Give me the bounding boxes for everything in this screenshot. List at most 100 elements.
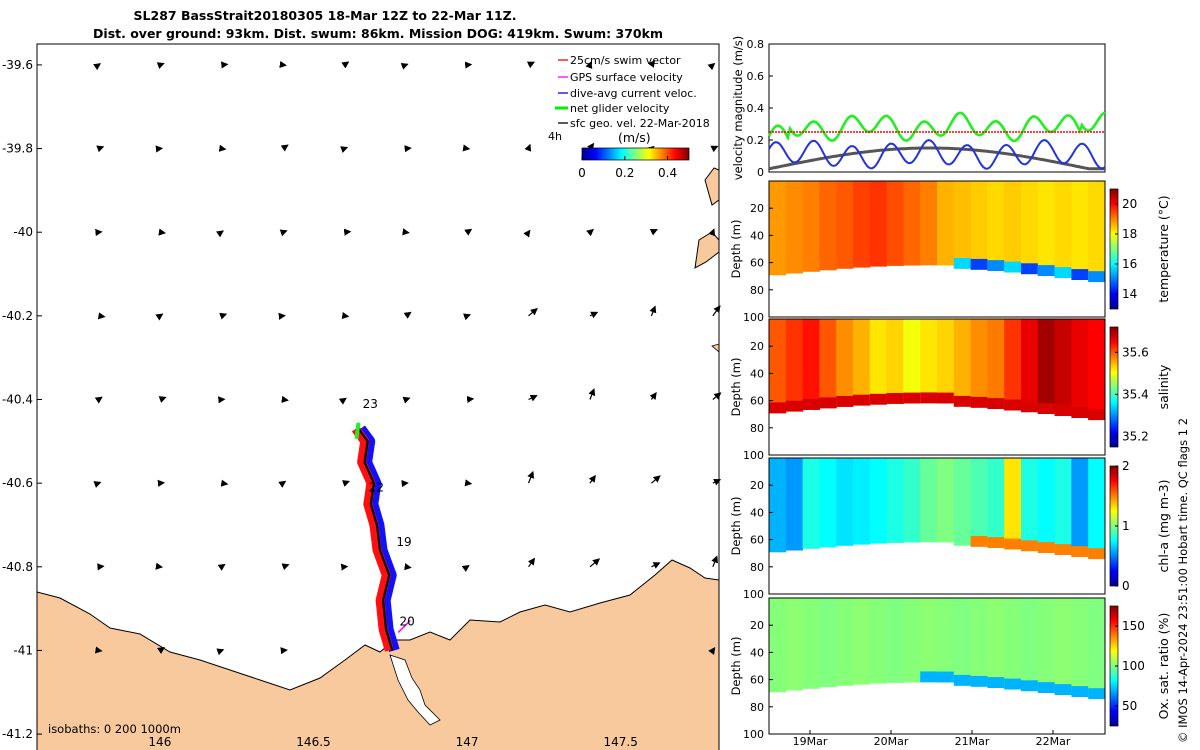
section-bottom-cell — [937, 392, 955, 404]
current-vector-arrow — [157, 646, 165, 654]
section-cell — [987, 458, 1005, 548]
time-tick-label: 20Mar — [874, 735, 909, 748]
velocity-y-tick-label: 0.6 — [747, 70, 765, 83]
section-cell — [785, 319, 804, 412]
current-vector-arrow — [403, 311, 412, 319]
current-vector-arrow — [400, 62, 409, 70]
section-cell — [853, 319, 871, 406]
section-cell — [1004, 598, 1022, 690]
current-vector-arrow — [708, 647, 716, 655]
current-vector-arrow — [404, 563, 412, 571]
current-vector-arrow — [710, 145, 719, 153]
section-bottom-cell — [1004, 538, 1022, 550]
current-vector-arrow — [215, 230, 224, 238]
section-cell — [1071, 458, 1089, 557]
section-bottom-cell — [1054, 267, 1072, 278]
current-vector-arrow — [585, 60, 593, 70]
section-cell — [1004, 458, 1022, 550]
map-panel: SL287 BassStrait20180305 18-Mar 12Z to 2… — [2, 8, 722, 750]
section-bottom-cell — [1037, 403, 1056, 414]
track-net-velocity — [354, 422, 361, 440]
current-vector-arrow — [278, 480, 287, 488]
section-y-tick-label: 20 — [750, 479, 764, 492]
section-temperature: 20 40 60 80 100 Depth (m) 14 16 18 20 temperature … — [729, 180, 1171, 324]
section-cell — [1021, 319, 1039, 413]
current-vector-arrow — [526, 61, 536, 69]
track-swim-vectors — [351, 426, 394, 652]
section-colorbar — [1109, 326, 1119, 448]
current-vector-field — [93, 59, 722, 656]
current-vector-arrow — [340, 146, 349, 153]
track-day-label: 22 — [369, 481, 384, 495]
section-oxygen: 20 40 60 80 100 Depth (m) 50 100 150 Ox. sat. rat… — [729, 597, 1171, 741]
current-vector-arrow — [647, 59, 656, 68]
current-vector-arrow — [707, 62, 716, 71]
velocity-y-tick-label: 0.4 — [747, 102, 765, 115]
current-vector-arrow — [461, 564, 470, 573]
section-bottom-cell — [1071, 407, 1089, 418]
map-y-tick-label: -39.8 — [2, 142, 33, 156]
section-axes-frame — [768, 318, 1106, 456]
current-vector-arrow — [93, 63, 102, 71]
section-bottom-cell — [836, 396, 854, 407]
section-colorbar-tick-label: 18 — [1122, 227, 1137, 241]
section-y-tick-label: 100 — [743, 728, 764, 741]
track-day-label: 20 — [400, 614, 415, 628]
current-vector-arrow — [527, 470, 535, 484]
section-cell — [937, 181, 955, 266]
section-cell — [937, 598, 955, 683]
section-cell — [920, 598, 938, 683]
map-y-tick-label: -41 — [13, 643, 33, 657]
section-cell — [1021, 181, 1039, 275]
section-bottom-cell — [1021, 401, 1039, 413]
section-ylabel: Depth (m) — [729, 497, 743, 556]
section-bottom-cell — [1088, 271, 1106, 283]
section-colorbar-tick-label: 35.4 — [1122, 387, 1149, 401]
section-bottom-cell — [1021, 680, 1039, 692]
section-cell — [1088, 181, 1106, 282]
section-y-tick-label: 60 — [750, 395, 764, 408]
tasmania-coast-land — [37, 559, 719, 750]
current-vector-arrow — [589, 311, 599, 319]
section-cell — [920, 181, 938, 266]
section-bottom-cell — [769, 402, 787, 414]
section-bottom-cell — [987, 260, 1005, 271]
section-cell — [869, 598, 888, 684]
section-cell — [970, 319, 988, 408]
section-bottom-cell — [970, 258, 988, 270]
section-cell — [953, 458, 972, 546]
section-cell — [802, 598, 820, 689]
section-colorbar-tick-label: 2 — [1122, 459, 1130, 473]
track-day-label: 23 — [363, 397, 378, 411]
map-y-tick-label: -40.2 — [2, 309, 33, 323]
section-colorbar-label: Ox. sat. ratio (%) — [1156, 613, 1171, 720]
current-vector-arrow — [281, 395, 289, 403]
map-colorbar-ticks: 0 0.2 0.4 — [578, 156, 677, 180]
current-vector-arrow — [649, 228, 658, 236]
section-colorbar-label: chl-a (mg m-3) — [1156, 480, 1171, 573]
section-cell — [970, 458, 988, 547]
section-cell — [1037, 598, 1056, 693]
current-vector-arrow — [158, 396, 167, 403]
section-cell — [937, 319, 955, 404]
section-colorbar-tick-label: 1 — [1122, 519, 1130, 533]
section-bottom-cell — [1037, 542, 1056, 553]
section-cell — [953, 319, 972, 407]
section-y-tick-label: 100 — [743, 588, 764, 601]
section-cell — [886, 181, 904, 266]
current-vector-arrow — [94, 396, 103, 404]
section-cell — [1004, 181, 1022, 273]
section-cell — [819, 598, 837, 688]
current-vector-arrow — [341, 311, 350, 320]
section-cell — [853, 181, 871, 268]
section-bottom-cell — [1054, 544, 1072, 555]
section-cell — [1037, 181, 1056, 276]
map-y-tick-label: -39.6 — [2, 58, 33, 72]
section-bottom-cell — [987, 537, 1005, 548]
current-vector-arrow — [589, 558, 601, 568]
section-cell — [1088, 319, 1106, 420]
section-cell — [785, 181, 804, 274]
current-vector-arrow — [402, 396, 411, 404]
current-vector-arrow — [651, 562, 661, 569]
